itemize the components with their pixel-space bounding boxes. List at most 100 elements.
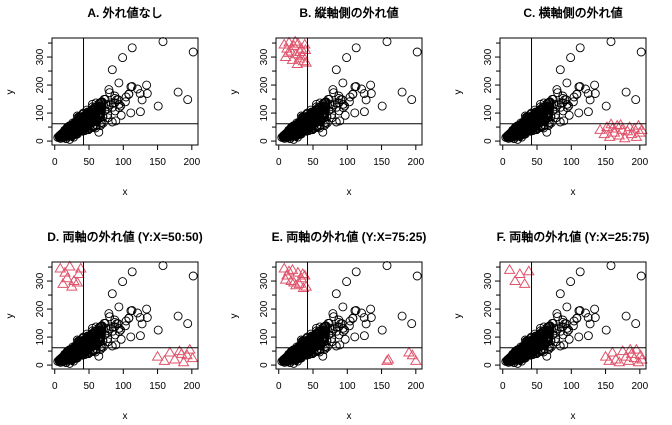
y-tick-label: 0 <box>35 138 46 144</box>
x-tick-label: 50 <box>307 157 319 168</box>
y-axis-label: y <box>453 90 464 95</box>
data-point <box>126 332 136 342</box>
data-point <box>555 65 565 75</box>
data-point <box>636 47 646 57</box>
data-point <box>397 311 407 321</box>
x-tick-label: 200 <box>407 381 424 392</box>
data-point <box>116 334 126 344</box>
y-tick-label: 100 <box>35 328 46 345</box>
x-tick-label: 100 <box>339 381 356 392</box>
x-tick-label: 50 <box>83 157 95 168</box>
data-point <box>331 289 341 299</box>
data-point <box>114 302 124 312</box>
data-point <box>118 53 128 63</box>
data-point <box>412 47 422 57</box>
x-tick-label: 200 <box>183 157 200 168</box>
x-tick-label: 150 <box>373 157 390 168</box>
data-point <box>183 95 193 105</box>
data-point <box>342 277 352 287</box>
data-point <box>338 302 348 312</box>
x-tick-label: 50 <box>307 381 319 392</box>
data-point <box>357 84 366 94</box>
panel-title: D. 両軸の外れ値 (Y:X=50:50) <box>47 229 202 244</box>
data-point <box>407 319 417 329</box>
data-point <box>137 95 147 105</box>
y-tick-label: 0 <box>259 362 270 368</box>
data-point <box>601 101 611 111</box>
outlier-point <box>164 346 176 357</box>
data-point <box>173 311 183 321</box>
data-point <box>87 118 97 128</box>
y-tick-label: 300 <box>483 48 494 65</box>
panel-title: F. 両軸の外れ値 (Y:X=25:75) <box>497 229 650 244</box>
panel-title: A. 外れ値なし <box>87 5 162 20</box>
data-point <box>114 99 124 109</box>
data-point <box>76 121 86 130</box>
y-tick-label: 100 <box>483 104 494 121</box>
x-tick-label: 50 <box>83 381 95 392</box>
data-point <box>351 43 361 53</box>
data-point <box>377 325 387 335</box>
x-axis-label: x <box>347 411 352 422</box>
data-point <box>107 289 117 299</box>
y-tick-label: 0 <box>483 138 494 144</box>
main-points <box>53 37 198 144</box>
y-tick-label: 0 <box>259 138 270 144</box>
data-point <box>127 43 137 53</box>
outlier-point <box>151 350 164 361</box>
data-point <box>366 304 376 314</box>
data-point <box>359 89 369 99</box>
data-point <box>118 277 128 287</box>
data-point <box>562 78 572 88</box>
data-point <box>95 103 105 113</box>
data-point <box>133 84 142 94</box>
data-point <box>126 82 136 92</box>
data-point <box>350 108 360 118</box>
outlier-point <box>403 346 415 357</box>
outlier-point <box>278 38 291 49</box>
y-tick-label: 300 <box>35 272 46 289</box>
x-tick-label: 0 <box>276 157 282 168</box>
data-point <box>142 80 152 90</box>
y-tick-label: 100 <box>259 328 270 345</box>
y-tick-label: 100 <box>35 104 46 121</box>
outlier-point <box>409 354 422 365</box>
y-axis-label: y <box>5 90 16 95</box>
x-axis-label: x <box>347 187 352 198</box>
data-point <box>631 95 641 105</box>
x-tick-label: 150 <box>597 157 614 168</box>
x-axis-label: x <box>571 187 576 198</box>
data-point <box>583 107 593 117</box>
y-tick-label: 200 <box>259 76 270 93</box>
data-point <box>107 65 117 75</box>
data-point <box>142 89 152 98</box>
data-point <box>188 47 198 57</box>
y-tick-label: 200 <box>259 300 270 317</box>
data-point <box>382 37 392 47</box>
data-point <box>338 99 348 109</box>
y-tick-label: 300 <box>259 272 270 289</box>
y-tick-label: 200 <box>35 76 46 93</box>
data-point <box>105 88 115 98</box>
x-tick-label: 0 <box>500 157 506 168</box>
plot-box <box>51 37 199 146</box>
data-point <box>407 95 417 105</box>
outlier-point <box>63 260 76 271</box>
data-point <box>92 115 102 125</box>
x-tick-label: 150 <box>149 157 166 168</box>
y-axis-label: y <box>5 314 16 319</box>
data-point <box>158 261 168 271</box>
x-tick-label: 0 <box>276 381 282 392</box>
data-point <box>153 101 163 111</box>
data-point <box>361 95 371 105</box>
panel-f: F. 両軸の外れ値 (Y:X=25:75)0 50 100 150 2000100200… <box>453 229 649 422</box>
x-tick-label: 0 <box>52 381 58 392</box>
data-point <box>351 267 361 277</box>
data-point <box>70 126 80 136</box>
data-point <box>87 105 97 115</box>
data-point <box>104 85 114 95</box>
